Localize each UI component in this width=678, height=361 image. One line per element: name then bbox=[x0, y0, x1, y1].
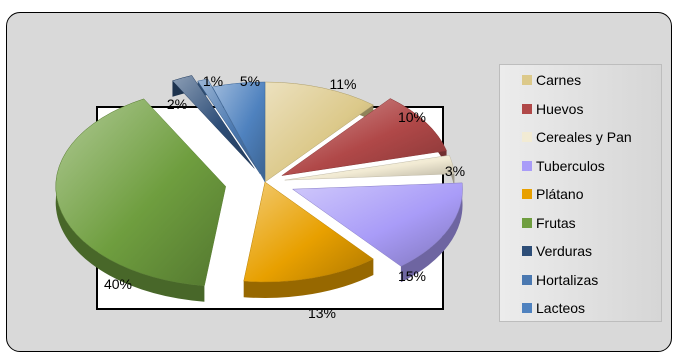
pie-slice-side-frutas bbox=[55, 98, 205, 302]
legend: Carnes Huevos Cereales y Pan Tuberculos Plát… bbox=[499, 64, 662, 322]
legend-item: Hortalizas bbox=[522, 271, 598, 289]
data-label-pl-tano: 13% bbox=[308, 305, 336, 321]
pie-slice-pl-tano bbox=[243, 181, 374, 283]
legend-item: Carnes bbox=[522, 71, 581, 89]
pie-slice-side-pl-tano bbox=[243, 259, 374, 298]
pie-slice-lacteos bbox=[212, 81, 266, 183]
legend-label: Lacteos bbox=[536, 300, 586, 316]
pie-slice-cereales-y-pan bbox=[284, 154, 455, 181]
legend-label: Huevos bbox=[536, 100, 584, 117]
data-label-huevos: 10% bbox=[398, 109, 426, 125]
legend-swatch bbox=[522, 303, 532, 313]
legend-swatch bbox=[522, 246, 532, 256]
data-label-frutas: 40% bbox=[104, 276, 132, 292]
pie-slice-huevos bbox=[281, 98, 447, 176]
pie-slice-tuberculos bbox=[291, 182, 463, 267]
legend-item: Huevos bbox=[522, 100, 583, 118]
data-label-hortalizas: 1% bbox=[203, 73, 223, 89]
pie-slice-side-tuberculos bbox=[400, 182, 463, 283]
legend-item: Cereales y Pan bbox=[522, 128, 632, 146]
legend-swatch bbox=[522, 160, 532, 171]
legend-swatch bbox=[522, 189, 532, 199]
legend-item: Frutas bbox=[522, 214, 576, 232]
legend-label: Verduras bbox=[536, 243, 593, 259]
data-label-verduras: 2% bbox=[167, 96, 187, 112]
pie-slice-hortalizas bbox=[197, 78, 261, 175]
legend-item: Verduras bbox=[522, 242, 592, 260]
legend-item: Plátano bbox=[522, 185, 583, 203]
legend-item: Tuberculos bbox=[522, 157, 605, 175]
pie-slice-carnes bbox=[264, 81, 374, 183]
legend-swatch bbox=[522, 217, 532, 228]
legend-label: Hortalizas bbox=[536, 271, 599, 288]
data-label-tuberculos: 15% bbox=[398, 268, 426, 284]
pie-slice-verduras bbox=[172, 75, 255, 169]
legend-swatch bbox=[522, 274, 532, 285]
legend-item: Lacteos bbox=[522, 299, 585, 317]
legend-swatch bbox=[522, 132, 532, 142]
pie-slice-frutas bbox=[55, 98, 226, 286]
legend-label: Plátano bbox=[536, 186, 584, 202]
legend-label: Frutas bbox=[536, 214, 576, 231]
legend-swatch bbox=[522, 103, 532, 114]
legend-label: Carnes bbox=[536, 72, 582, 88]
data-label-carnes: 11% bbox=[330, 76, 357, 92]
legend-swatch bbox=[522, 75, 532, 85]
legend-label: Tuberculos bbox=[536, 157, 605, 174]
legend-label: Cereales y Pan bbox=[536, 129, 632, 145]
data-label-cereales-y-pan: 3% bbox=[445, 163, 465, 179]
data-label-lacteos: 5% bbox=[240, 73, 260, 89]
